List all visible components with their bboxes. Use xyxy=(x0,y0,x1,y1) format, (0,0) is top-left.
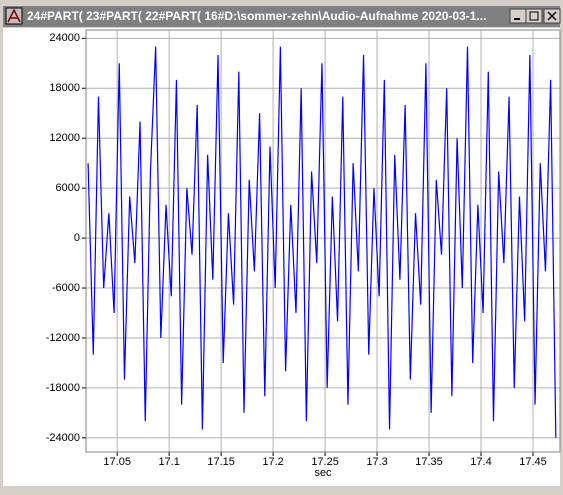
maximize-button[interactable] xyxy=(525,8,543,24)
x-tick-label: 17.45 xyxy=(519,456,547,468)
x-tick-label: 17.2 xyxy=(262,456,283,468)
y-tick-label: -24000 xyxy=(46,432,80,444)
y-tick-label: 6000 xyxy=(56,182,80,194)
title-bar xyxy=(3,6,560,27)
y-tick-label: 24000 xyxy=(49,32,80,44)
plot-border xyxy=(85,29,561,453)
x-tick-label: 17.15 xyxy=(207,456,235,468)
x-tick-label: 17.05 xyxy=(103,456,131,468)
y-tick-label: 12000 xyxy=(49,132,80,144)
x-tick-label: 17.3 xyxy=(366,456,387,468)
y-tick-label: -12000 xyxy=(46,332,80,344)
window-icon[interactable] xyxy=(5,7,23,25)
x-tick-label: 17.1 xyxy=(158,456,179,468)
close-button[interactable] xyxy=(543,8,561,24)
y-tick-label: -6000 xyxy=(52,282,80,294)
y-tick-label: -18000 xyxy=(46,382,80,394)
x-tick-label: 17.35 xyxy=(415,456,443,468)
waveform xyxy=(87,46,557,438)
x-tick-label: 17.25 xyxy=(311,456,339,468)
icon-glyph xyxy=(7,8,21,23)
minimize-button[interactable] xyxy=(509,8,527,24)
x-axis-label: sec xyxy=(314,467,332,479)
x-tick-label: 17.4 xyxy=(470,456,491,468)
window-title: 24#PART( 23#PART( 22#PART( 16#D:\sommer-… xyxy=(27,9,486,23)
y-tick-label: 18000 xyxy=(49,82,80,94)
y-tick-label: 0 xyxy=(74,232,80,244)
